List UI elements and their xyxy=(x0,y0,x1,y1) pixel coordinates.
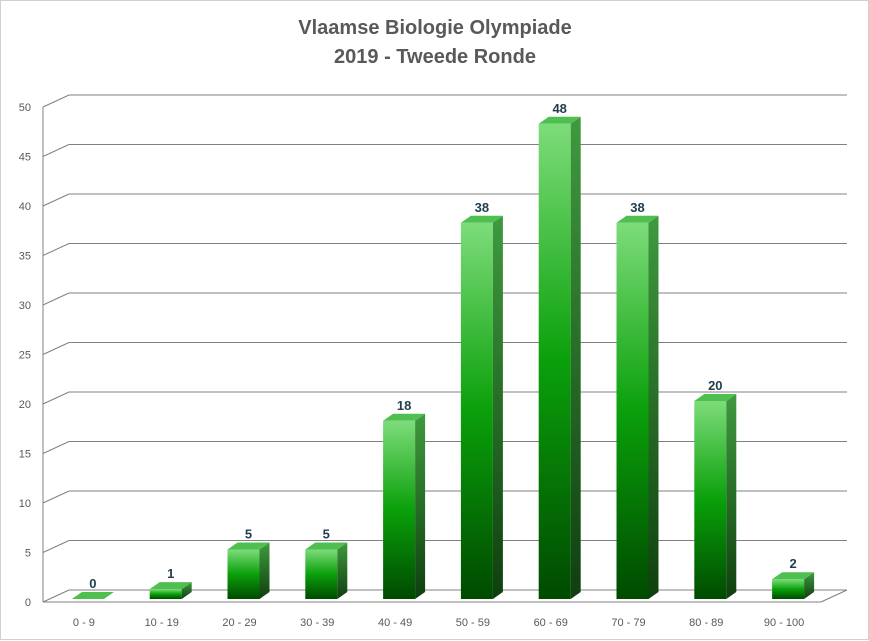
y-tick-label: 30 xyxy=(19,300,31,312)
x-tick-label: 70 - 79 xyxy=(611,617,645,629)
gridline-diagonal xyxy=(42,540,70,553)
data-label: 1 xyxy=(167,566,174,581)
bar-front xyxy=(694,401,727,599)
bar-side xyxy=(492,215,503,600)
bar-side xyxy=(804,572,815,599)
data-label: 5 xyxy=(323,527,330,542)
y-tick-label: 15 xyxy=(19,449,31,461)
bar-front xyxy=(616,222,649,600)
gridline xyxy=(42,193,847,207)
bar-side xyxy=(570,116,581,600)
data-label: 20 xyxy=(708,378,722,393)
bar-front xyxy=(772,579,805,599)
bar xyxy=(383,413,426,599)
bar-side xyxy=(181,582,192,599)
y-tick-label: 0 xyxy=(25,597,31,609)
bar-top xyxy=(616,215,659,223)
bar xyxy=(149,582,192,599)
bar xyxy=(616,215,659,600)
x-tick-label: 40 - 49 xyxy=(378,617,412,629)
x-tick-label: 80 - 89 xyxy=(689,617,723,629)
x-tick-label: 20 - 29 xyxy=(222,617,256,629)
chart-subtitle: 2019 - Tweede Ronde xyxy=(334,46,536,68)
gridline xyxy=(42,391,847,405)
bar xyxy=(460,215,503,600)
y-tick-label: 20 xyxy=(19,399,31,411)
gridline-diagonal xyxy=(42,441,70,454)
gridline xyxy=(42,144,847,157)
bars xyxy=(71,116,815,600)
data-label: 48 xyxy=(552,101,566,116)
gridline-diagonal xyxy=(42,243,70,256)
data-label: 38 xyxy=(475,200,489,215)
gridline-diagonal xyxy=(42,391,70,405)
y-tick-label: 25 xyxy=(19,350,31,362)
data-labels: 0 1 5 5 18 38 48 38 20 2 xyxy=(89,101,796,591)
gridline-diagonal xyxy=(42,94,70,108)
gridline xyxy=(42,292,847,306)
bar-side xyxy=(726,394,737,599)
gridline-diagonal xyxy=(42,144,70,157)
y-tick-label: 5 xyxy=(25,548,31,560)
y-tick-label: 40 xyxy=(19,201,31,213)
gridline-diagonal xyxy=(42,193,70,207)
bar-side xyxy=(259,542,270,599)
gridline xyxy=(42,342,847,355)
data-label: 0 xyxy=(89,576,96,591)
bar xyxy=(227,542,270,599)
bar-top xyxy=(149,582,192,590)
x-tick-label: 10 - 19 xyxy=(145,617,179,629)
bar-top xyxy=(694,394,737,401)
y-tick-label: 35 xyxy=(19,251,31,263)
gridline-diagonal xyxy=(42,589,70,603)
bar xyxy=(694,394,737,599)
bar-top xyxy=(71,592,114,599)
bar-top xyxy=(305,542,348,550)
x-tick-label: 60 - 69 xyxy=(534,617,568,629)
bar-top xyxy=(772,572,815,580)
bar-top xyxy=(227,542,270,550)
bar-side xyxy=(415,413,426,599)
gridlines xyxy=(42,94,848,603)
bar-top xyxy=(460,215,503,223)
gridline-diagonal xyxy=(42,292,70,306)
bar-front xyxy=(227,549,260,599)
floor-right-edge xyxy=(820,589,848,603)
chart-title: Vlaamse Biologie Olympiade xyxy=(298,17,571,39)
bar xyxy=(305,542,348,599)
y-tick-label: 50 xyxy=(19,102,31,114)
bar-side xyxy=(648,215,659,600)
bar-front xyxy=(460,222,493,600)
x-tick-label: 30 - 39 xyxy=(300,617,334,629)
data-label: 38 xyxy=(630,200,644,215)
bar-side xyxy=(337,542,348,599)
bar xyxy=(772,572,815,599)
bar xyxy=(538,116,581,600)
data-label: 5 xyxy=(245,527,252,542)
gridline-diagonal xyxy=(42,490,70,504)
gridline xyxy=(42,94,847,108)
bar xyxy=(71,592,114,599)
bar-front xyxy=(383,420,416,599)
gridline-diagonal xyxy=(42,342,70,355)
bar-top xyxy=(538,116,581,124)
x-tick-label: 0 - 9 xyxy=(73,617,95,629)
bar-front xyxy=(538,123,571,600)
bar-front xyxy=(149,589,182,599)
x-tick-label: 90 - 100 xyxy=(764,617,804,629)
bar-top xyxy=(383,413,426,421)
bar-front xyxy=(305,549,338,599)
y-tick-label: 10 xyxy=(19,498,31,510)
x-tick-label: 50 - 59 xyxy=(456,617,490,629)
data-label: 2 xyxy=(789,556,796,571)
y-axis-ticks: 0 5 10 15 20 25 30 35 40 45 50 xyxy=(19,102,31,609)
gridline xyxy=(42,243,847,256)
data-label: 18 xyxy=(397,398,411,413)
y-tick-label: 45 xyxy=(19,152,31,164)
x-axis-ticks: 0 - 9 10 - 19 20 - 29 30 - 39 40 - 49 50 - 59… xyxy=(73,617,804,629)
